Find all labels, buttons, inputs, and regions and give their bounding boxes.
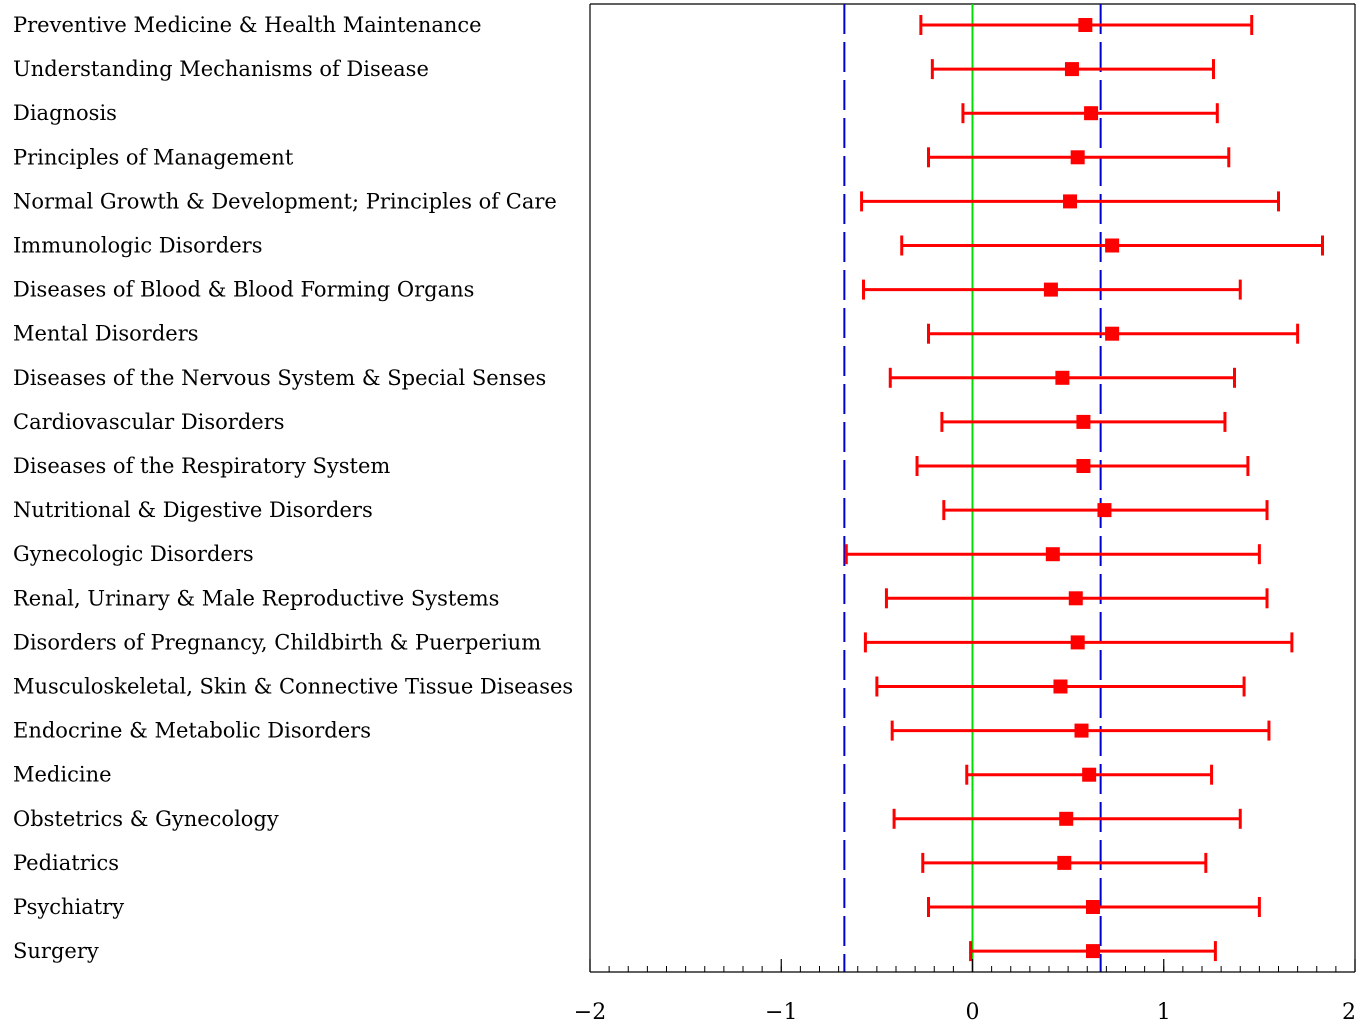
category-label: Diagnosis <box>13 101 117 125</box>
category-label: Renal, Urinary & Male Reproductive Syste… <box>13 586 499 610</box>
point-estimate <box>1043 282 1058 297</box>
point-estimate <box>1084 106 1099 121</box>
point-estimate <box>1059 811 1074 826</box>
point-estimate <box>1078 18 1093 32</box>
category-label: Diseases of Blood & Blood Forming Organs <box>13 278 474 302</box>
category-label: Diseases of the Nervous System & Special… <box>13 366 546 390</box>
category-label: Understanding Mechanisms of Disease <box>13 57 429 81</box>
category-label: Musculoskeletal, Skin & Connective Tissu… <box>13 675 573 699</box>
point-estimate <box>1105 326 1120 341</box>
category-label: Psychiatry <box>13 895 124 919</box>
point-estimate <box>1070 635 1085 650</box>
point-estimate <box>1064 62 1079 77</box>
category-label: Normal Growth & Development; Principles … <box>13 189 557 213</box>
point-estimate <box>1070 150 1085 165</box>
category-label: Obstetrics & Gynecology <box>13 807 279 831</box>
point-estimate <box>1085 900 1100 914</box>
category-label: Cardiovascular Disorders <box>13 410 285 434</box>
point-estimate <box>1045 547 1060 562</box>
category-label: Diseases of the Respiratory System <box>13 454 390 478</box>
category-label: Disorders of Pregnancy, Childbirth & Pue… <box>13 630 541 654</box>
x-axis: −2 −1 0 1 2 <box>574 959 1356 1021</box>
x-tick-label: 2 <box>1342 1000 1356 1021</box>
point-estimate <box>1082 767 1097 782</box>
point-estimate <box>1057 855 1072 870</box>
reference-lines <box>843 4 1102 972</box>
point-estimate <box>1076 459 1091 473</box>
x-tick-label: −1 <box>765 1000 797 1021</box>
point-estimate <box>1068 591 1083 606</box>
point-estimate <box>1097 503 1112 518</box>
category-label: Medicine <box>13 763 112 787</box>
category-label: Surgery <box>13 939 99 963</box>
x-tick-label: 1 <box>1157 1000 1171 1021</box>
point-estimate <box>1063 194 1078 209</box>
point-estimate <box>1053 679 1068 694</box>
category-label: Endocrine & Metabolic Disorders <box>13 719 371 743</box>
category-label: Pediatrics <box>13 851 119 875</box>
category-label: Preventive Medicine & Health Maintenance <box>13 13 482 37</box>
point-estimates <box>1043 18 1120 959</box>
point-estimate <box>1055 370 1070 385</box>
category-label: Immunologic Disorders <box>13 234 262 258</box>
category-labels: Preventive Medicine & Health Maintenance… <box>13 13 573 963</box>
point-estimate <box>1074 723 1089 738</box>
category-label: Nutritional & Digestive Disorders <box>13 498 373 522</box>
category-label: Mental Disorders <box>13 322 199 346</box>
x-tick-label: 0 <box>966 1000 980 1021</box>
category-label: Gynecologic Disorders <box>13 542 254 566</box>
x-tick-label: −2 <box>574 1000 606 1021</box>
point-estimate <box>1105 238 1120 253</box>
category-label: Principles of Management <box>13 145 294 169</box>
point-estimate <box>1085 944 1100 959</box>
point-estimate <box>1076 414 1091 429</box>
